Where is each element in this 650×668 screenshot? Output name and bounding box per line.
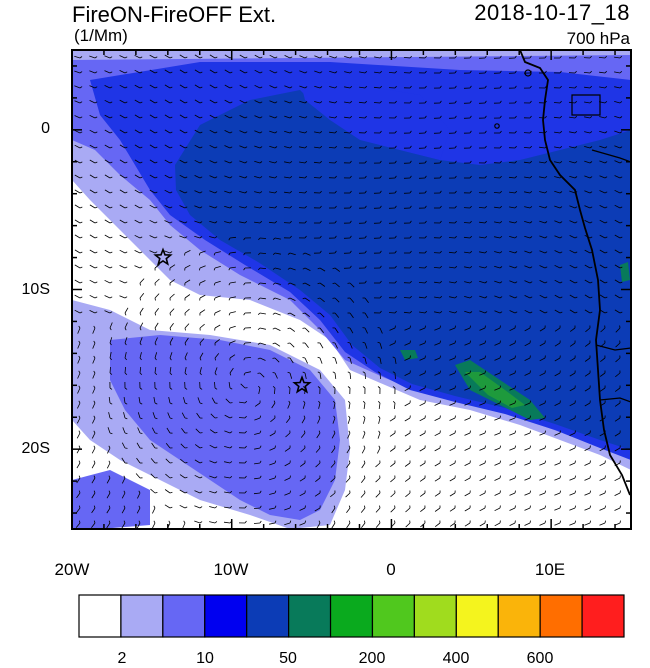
colorbar-swatch-8	[414, 595, 456, 637]
colorbar-swatch-0	[79, 595, 121, 637]
map-field	[72, 50, 631, 529]
colorbar-swatch-3	[205, 595, 247, 637]
colorbar-swatch-12	[582, 595, 624, 637]
colorbar-swatch-5	[289, 595, 331, 637]
colorbar-swatch-2	[163, 595, 205, 637]
colorbar-swatch-1	[121, 595, 163, 637]
colorbar-swatch-6	[331, 595, 373, 637]
colorbar-swatch-4	[247, 595, 289, 637]
colorbar-swatch-9	[456, 595, 498, 637]
colorbar	[79, 595, 624, 637]
colorbar-swatch-7	[372, 595, 414, 637]
colorbar-swatch-11	[540, 595, 582, 637]
colorbar-swatch-10	[498, 595, 540, 637]
